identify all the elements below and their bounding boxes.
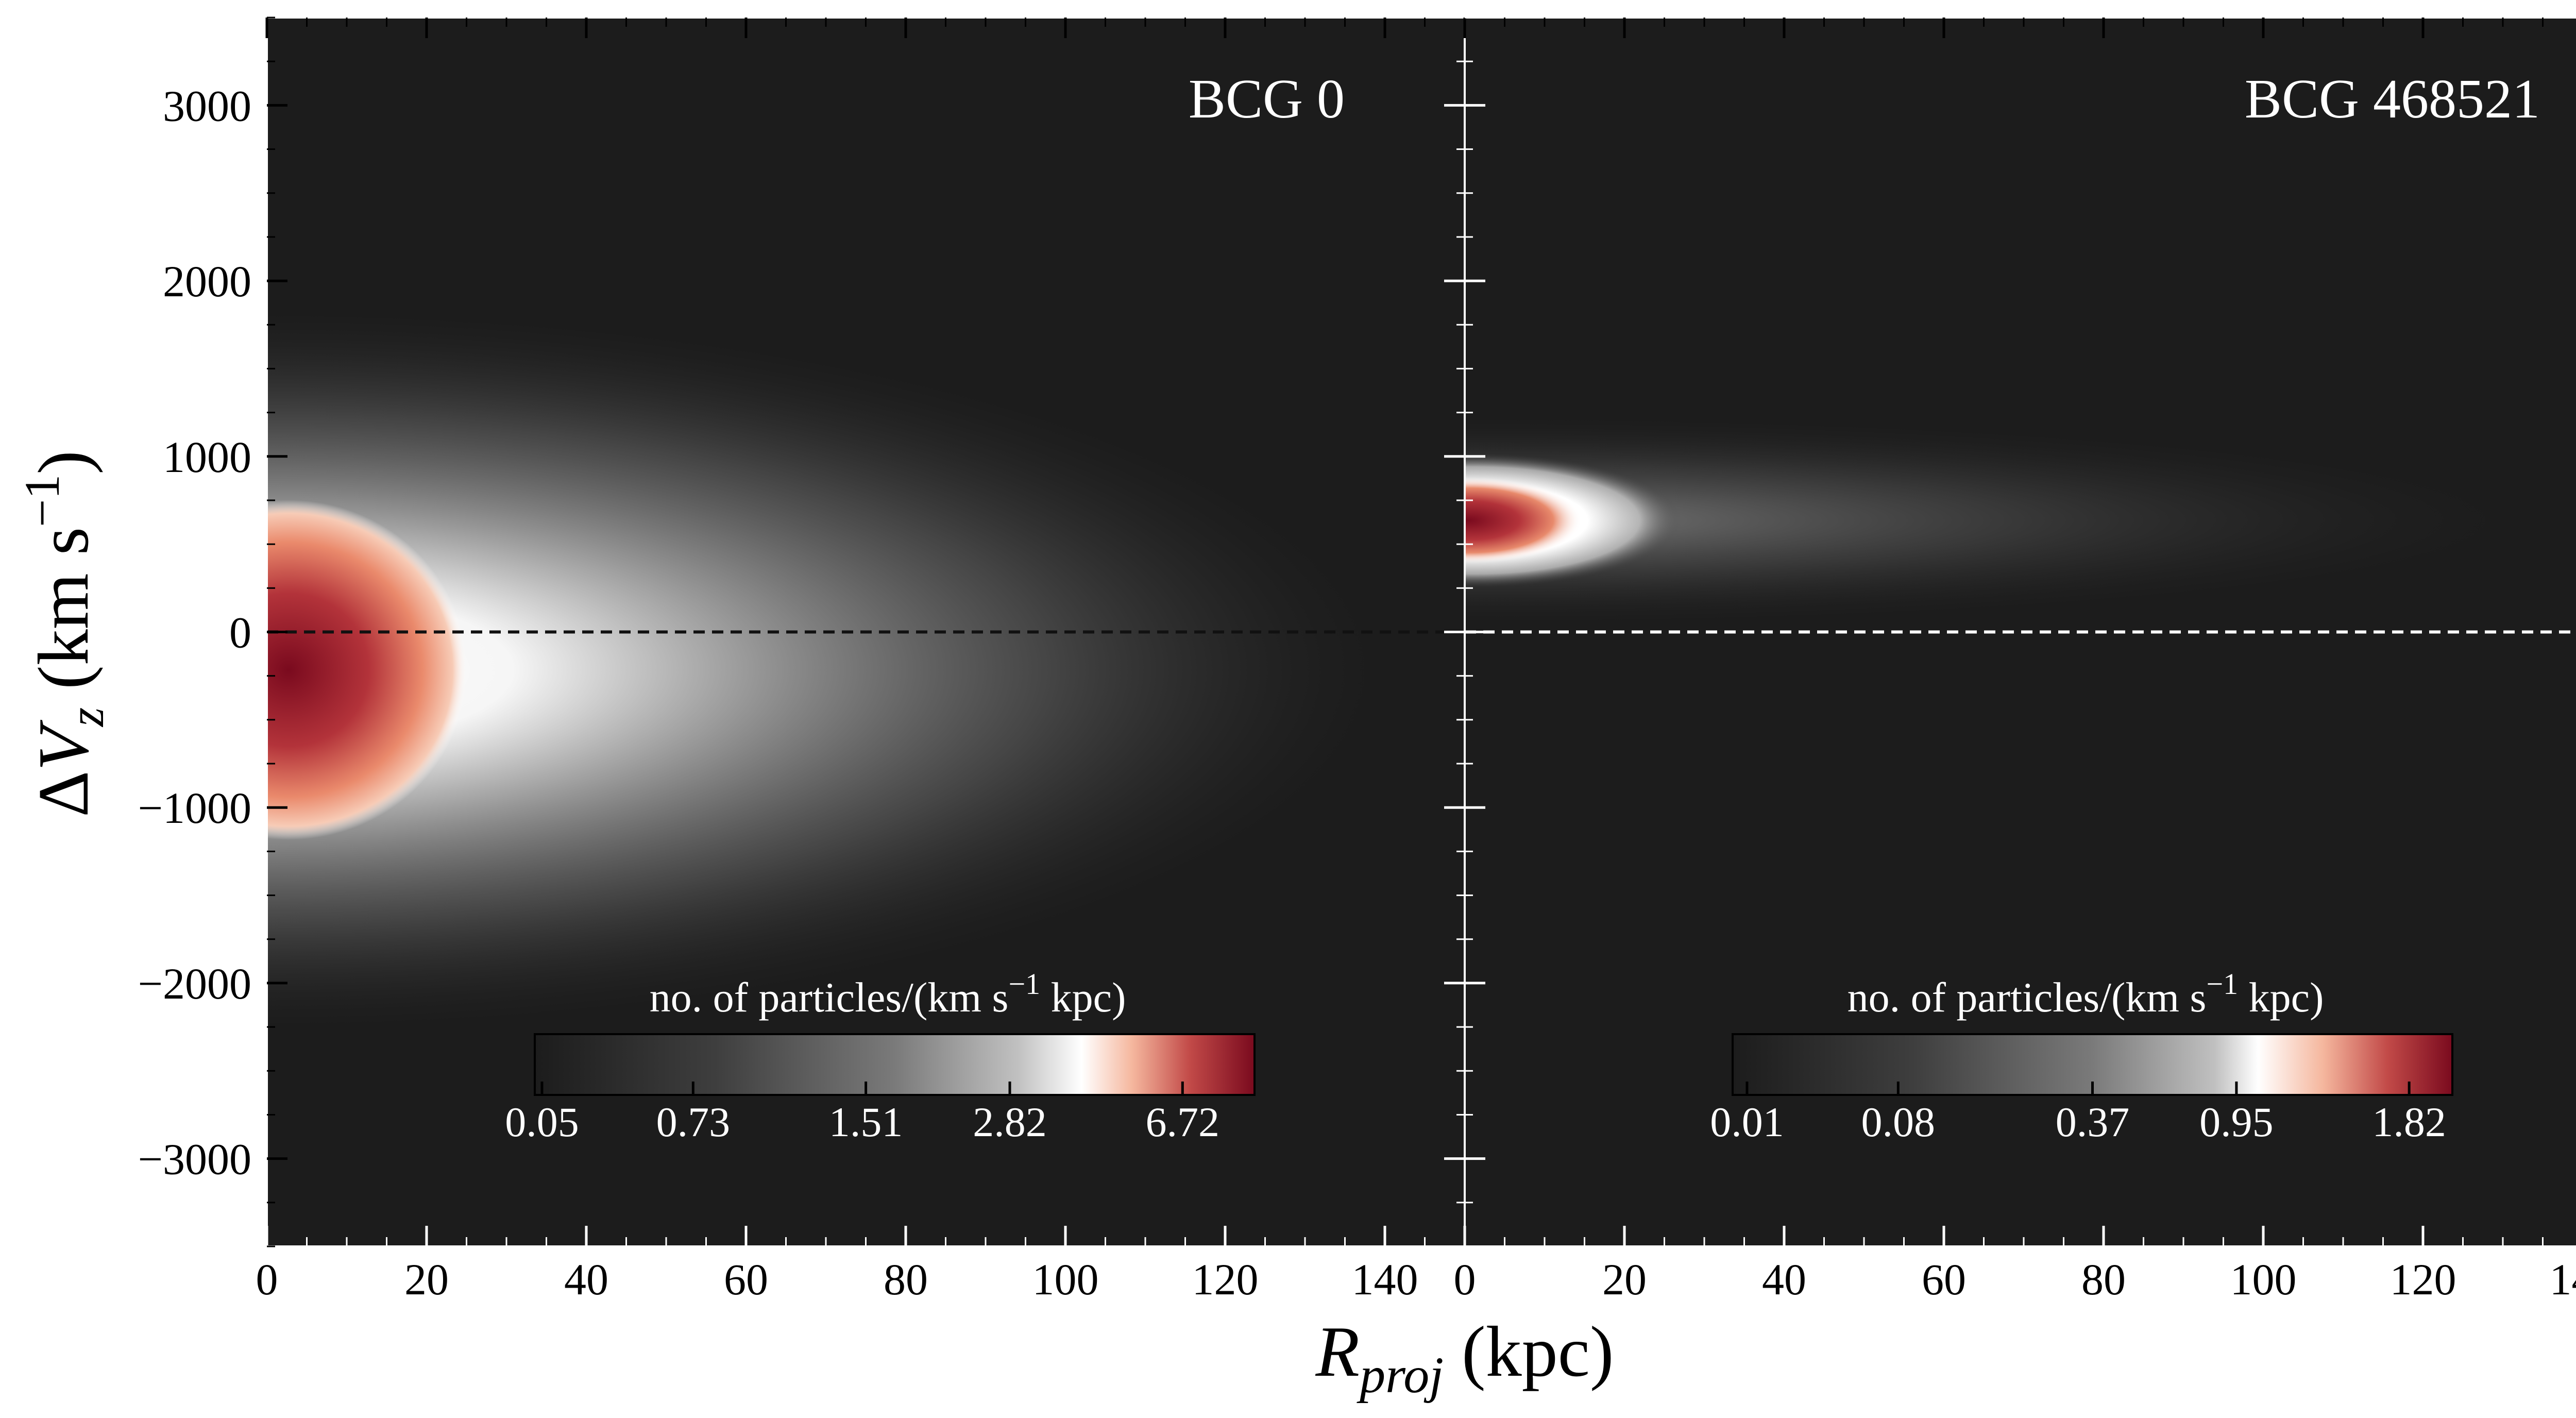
colorbar-tick-label: 1.51 [829,1099,903,1145]
colorbar-tick-label: 0.95 [2199,1099,2274,1145]
x-tick-label: 100 [1032,1255,1099,1304]
colorbar-tick-label: 0.08 [1861,1099,1936,1145]
y-tick-label: 0 [229,608,251,657]
y-tick-label: 2000 [163,257,251,306]
x-axis-label: Rproj (kpc) [1315,1312,1614,1404]
y-tick-label: −3000 [138,1135,251,1184]
x-tick-label: 140 [2550,1255,2576,1304]
colorbar-tick-label: 0.37 [2056,1099,2130,1145]
x-tick-label: 20 [1602,1255,1647,1304]
x-tick-label: 60 [1922,1255,1966,1304]
y-tick-label: 1000 [163,432,251,482]
x-tick-label: 120 [2390,1255,2456,1304]
axes-frame: 0 20 40 60 80 100 120 140 [1454,16,2576,1304]
x-tick-label: 20 [404,1255,449,1304]
x-tick-label: 40 [1762,1255,1806,1304]
x-tick-label: 0 [1454,1255,1476,1304]
x-axis-label-text: Rproj (kpc) [1315,1312,1614,1404]
panel-label: BCG 0 [1189,69,1345,130]
colorbar-tick-label: 0.01 [1710,1099,1784,1145]
y-tick-label: −2000 [138,959,251,1008]
y-axis-label: ΔVz (km s−1) [14,450,114,817]
x-tick-label: 120 [1192,1255,1259,1304]
colorbar-ticks: 0.01 0.08 0.37 0.95 1.82 [1710,1082,2446,1145]
colorbar-tick-label: 6.72 [1146,1099,1220,1145]
panel-bcg-0: BCG 0 no. of particles/(km s−1 kpc) 0.05… [138,16,1466,1304]
panel-label: BCG 468521 [2245,69,2540,130]
y-axis-label-text: ΔVz (km s−1) [14,450,114,817]
x-tick-label: 0 [256,1255,278,1304]
colorbar-tick-label: 1.82 [2372,1099,2446,1145]
x-tick-label: 40 [564,1255,608,1304]
x-tick-label: 60 [724,1255,768,1304]
x-tick-label: 100 [2230,1255,2297,1304]
colorbar: no. of particles/(km s−1 kpc) 0.05 0.73 1.… [505,967,1256,1145]
colorbar-gradient [534,1033,1256,1096]
colorbar-tick-label: 0.73 [656,1099,731,1145]
colorbar-label: no. of particles/(km s−1 kpc) [1848,967,2324,1021]
colorbar-tick-label: 0.05 [505,1099,579,1145]
x-tick-label: 80 [2081,1255,2126,1304]
x-tick-label: 80 [884,1255,928,1304]
y-tick-label: −1000 [138,783,251,833]
panel-bcg-468521: BCG 468521 no. of particles/(km s−1 kpc)… [1454,16,2576,1304]
y-tick-label: 3000 [163,81,251,130]
colorbar-ticks: 0.05 0.73 1.51 2.82 6.72 [505,1082,1219,1145]
colorbar-label: no. of particles/(km s−1 kpc) [650,967,1126,1021]
x-tick-label: 140 [1352,1255,1418,1304]
colorbar-tick-label: 2.82 [973,1099,1047,1145]
axes-frame: 0 20 40 60 80 100 120 140 −3000 −2000 −1000 0 1000 20… [138,16,1466,1304]
colorbar: no. of particles/(km s−1 kpc) 0.01 0.08 0.… [1710,967,2453,1145]
